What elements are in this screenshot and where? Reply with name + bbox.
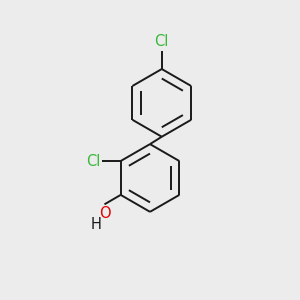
Text: Cl: Cl (86, 154, 100, 169)
Text: H: H (91, 217, 102, 232)
Text: O: O (99, 206, 110, 221)
Text: Cl: Cl (154, 34, 169, 49)
